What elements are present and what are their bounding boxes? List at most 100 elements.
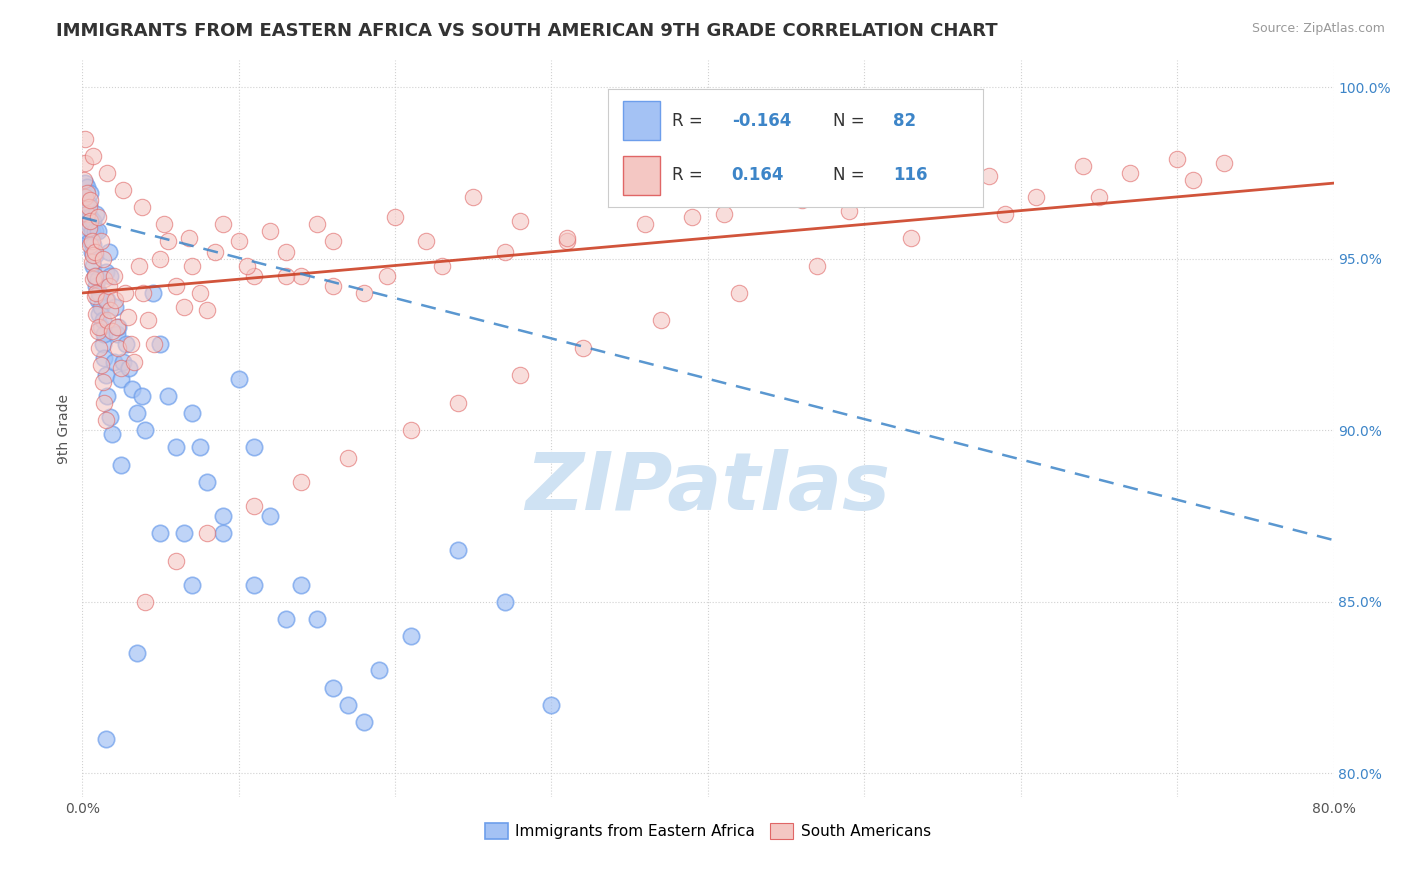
Point	[117, 310, 139, 324]
Point	[89, 307, 111, 321]
Point	[305, 612, 328, 626]
Point	[619, 190, 641, 204]
Point	[77, 200, 100, 214]
Point	[101, 426, 124, 441]
Point	[86, 307, 108, 321]
Point	[274, 244, 297, 259]
Point	[384, 211, 406, 225]
Point	[681, 211, 703, 225]
Point	[82, 214, 104, 228]
Point	[94, 732, 117, 747]
Point	[979, 169, 1001, 184]
Point	[1025, 190, 1047, 204]
Point	[243, 499, 266, 513]
Point	[173, 300, 195, 314]
Point	[447, 396, 470, 410]
Point	[322, 235, 344, 249]
Point	[305, 217, 328, 231]
Point	[180, 406, 202, 420]
Point	[77, 196, 100, 211]
Point	[86, 207, 108, 221]
Point	[1119, 166, 1142, 180]
Point	[83, 289, 105, 303]
Point	[121, 382, 143, 396]
Point	[79, 238, 101, 252]
Point	[399, 423, 422, 437]
Point	[103, 354, 125, 368]
Point	[415, 235, 437, 249]
Point	[75, 155, 97, 169]
Point	[212, 217, 235, 231]
Point	[1071, 159, 1094, 173]
Point	[79, 194, 101, 208]
Point	[94, 413, 117, 427]
Point	[197, 303, 219, 318]
Point	[97, 279, 120, 293]
Point	[104, 300, 127, 314]
Point	[571, 341, 593, 355]
Point	[838, 203, 860, 218]
Point	[157, 235, 180, 249]
Point	[728, 285, 751, 300]
Text: ZIPatlas: ZIPatlas	[526, 449, 890, 526]
Point	[111, 354, 134, 368]
Point	[79, 186, 101, 201]
Point	[322, 681, 344, 695]
Point	[353, 714, 375, 729]
Point	[90, 235, 112, 249]
Point	[430, 259, 453, 273]
Point	[555, 231, 578, 245]
Point	[165, 441, 187, 455]
Point	[322, 279, 344, 293]
Point	[152, 217, 174, 231]
Point	[86, 279, 108, 293]
Point	[93, 351, 115, 366]
Point	[228, 235, 250, 249]
Point	[337, 698, 360, 712]
Point	[101, 324, 124, 338]
Point	[96, 389, 118, 403]
Point	[75, 190, 97, 204]
Point	[555, 235, 578, 249]
Point	[100, 409, 122, 424]
Point	[149, 526, 172, 541]
Point	[259, 224, 281, 238]
Point	[91, 313, 114, 327]
Point	[243, 441, 266, 455]
Point	[759, 183, 782, 197]
Point	[212, 526, 235, 541]
Point	[125, 646, 148, 660]
Point	[790, 194, 813, 208]
Point	[82, 238, 104, 252]
Point	[82, 272, 104, 286]
Point	[399, 629, 422, 643]
Point	[80, 255, 103, 269]
Point	[125, 406, 148, 420]
Point	[77, 220, 100, 235]
Point	[1181, 172, 1204, 186]
Point	[132, 285, 155, 300]
Point	[509, 214, 531, 228]
Point	[110, 372, 132, 386]
Point	[87, 324, 110, 338]
Point	[80, 224, 103, 238]
Point	[188, 285, 211, 300]
Point	[87, 211, 110, 225]
Point	[105, 320, 128, 334]
Point	[76, 179, 98, 194]
Point	[368, 664, 391, 678]
Point	[107, 341, 129, 355]
Point	[290, 577, 312, 591]
Point	[90, 300, 112, 314]
Point	[79, 235, 101, 249]
Point	[111, 183, 134, 197]
Point	[83, 268, 105, 283]
Point	[353, 285, 375, 300]
Point	[188, 441, 211, 455]
Point	[494, 595, 516, 609]
Point	[91, 252, 114, 266]
Point	[76, 224, 98, 238]
Point	[90, 320, 112, 334]
Point	[165, 279, 187, 293]
Point	[75, 207, 97, 221]
